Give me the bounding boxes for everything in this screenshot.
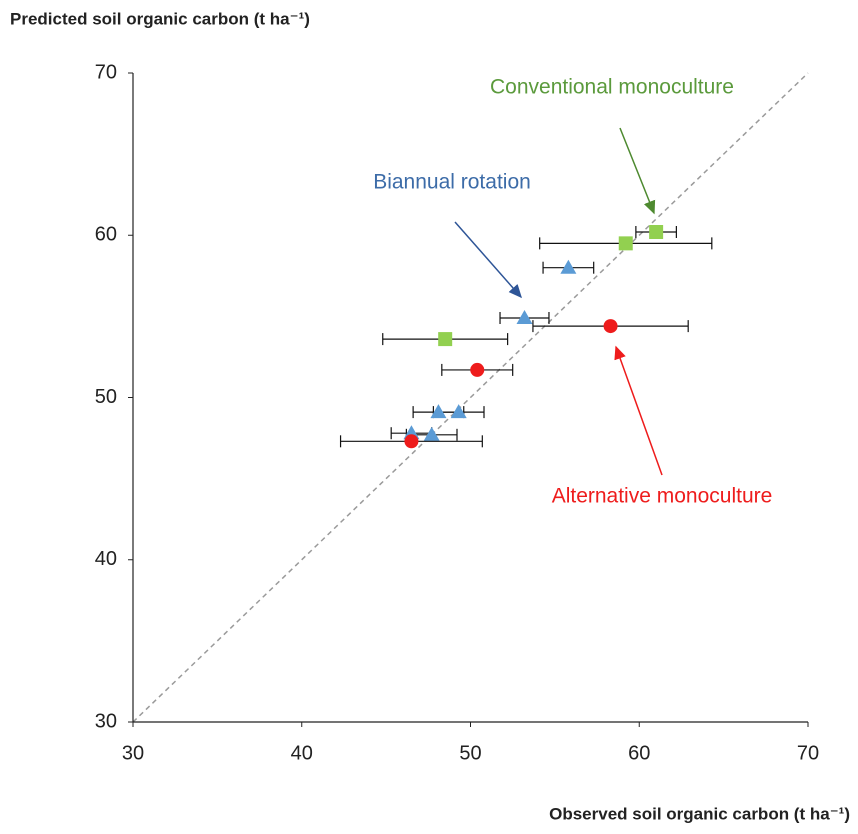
point — [450, 404, 467, 419]
point — [516, 309, 533, 324]
y-tick-label: 60 — [95, 224, 117, 246]
annotation: Alternative monoculture — [552, 485, 773, 508]
x-axis-title: Observed soil organic carbon (t ha⁻¹) — [549, 804, 850, 823]
annotation: Conventional monoculture — [490, 76, 734, 99]
series — [339, 319, 689, 449]
arrow — [454, 221, 522, 299]
reference-line — [132, 72, 809, 723]
point — [438, 332, 453, 347]
point — [603, 319, 618, 334]
series — [390, 259, 595, 441]
y-axis-title: Predicted soil organic carbon (t ha⁻¹) — [10, 9, 310, 28]
x-tick-label: 50 — [459, 742, 481, 764]
point — [560, 259, 577, 274]
arrow — [619, 127, 656, 215]
y-tick-label: 30 — [95, 710, 117, 732]
point — [618, 236, 633, 251]
x-tick-label: 30 — [122, 742, 144, 764]
point — [430, 404, 447, 419]
y-tick-label: 50 — [95, 386, 117, 408]
x-tick-label: 70 — [797, 742, 819, 764]
y-tick-label: 70 — [95, 61, 117, 83]
point — [423, 426, 440, 441]
point — [470, 362, 485, 377]
y-tick-label: 40 — [95, 548, 117, 570]
x-tick-label: 60 — [628, 742, 650, 764]
annotation: Biannual rotation — [373, 171, 531, 194]
arrows — [454, 127, 663, 476]
point — [404, 434, 419, 449]
series — [382, 225, 713, 347]
x-tick-label: 40 — [291, 742, 313, 764]
point — [649, 225, 664, 240]
arrow — [614, 345, 663, 476]
